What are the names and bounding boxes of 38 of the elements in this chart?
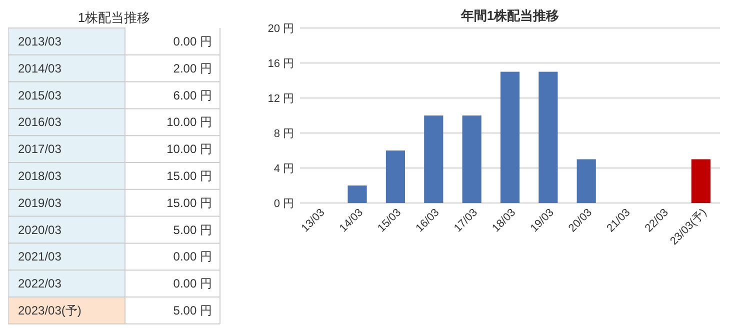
y-tick-label: 4 円 [274,163,294,175]
bar [386,150,405,203]
chart-title: 年間1株配当推移 [460,8,560,23]
bar [538,72,558,203]
bar [691,159,710,203]
text: 0.00 円 [173,250,212,264]
text: 2.00 円 [173,61,212,76]
category-label: 2018/03 [18,168,62,183]
category-label: 2021/03 [18,250,62,264]
category-label: 2022/03 [18,276,62,291]
text: 15.00 円 [166,196,212,210]
bar [348,186,367,203]
text: 1株配当推移 [78,10,150,25]
text: 0.00 円 [173,34,212,48]
category-label: 2013/03 [18,34,62,48]
y-tick-label: 12 円 [268,93,294,105]
bar [576,159,596,203]
text: 10.00 円 [166,142,212,156]
category-label: 2023/03(予) [18,303,82,318]
text: 5.00 円 [173,303,212,318]
category-label: 2014/03 [18,61,62,76]
y-tick-label: 8 円 [274,128,294,140]
y-tick-label: 0 円 [274,198,294,210]
category-label: 2015/03 [18,88,62,102]
text: 6.00 円 [173,88,212,102]
bar [424,116,444,203]
text: 5.00 円 [173,222,212,237]
bar [462,116,482,203]
text: 10.00 円 [166,115,212,130]
category-label: 2017/03 [18,142,62,156]
y-tick-label: 16 円 [268,58,294,70]
text: 15.00 円 [166,168,212,183]
category-label: 2016/03 [18,115,62,130]
category-label: 2019/03 [18,196,62,210]
y-tick-label: 20 円 [268,23,294,35]
text: 0.00 円 [173,276,212,291]
bar [500,72,520,203]
category-label: 2020/03 [18,222,62,237]
